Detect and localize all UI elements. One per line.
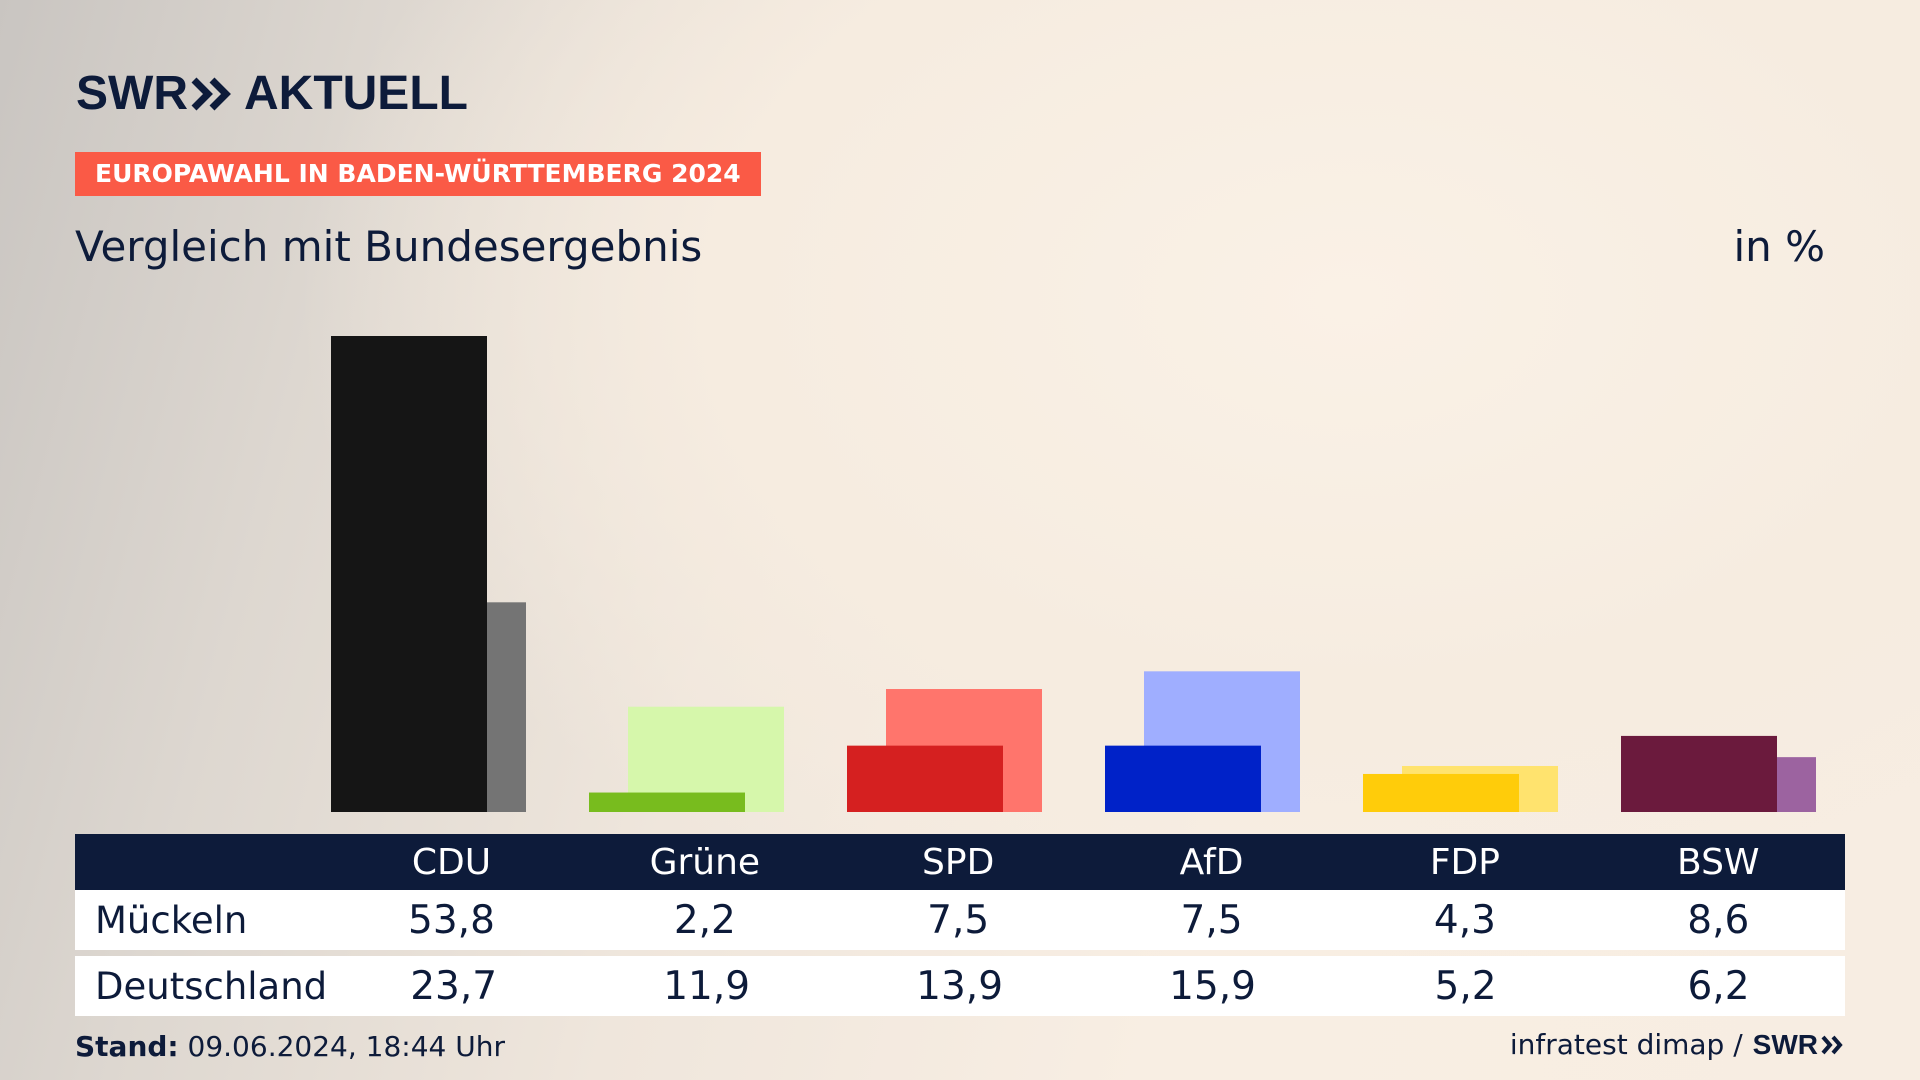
source-text: infratest dimap /: [1509, 1028, 1743, 1061]
value-cell: 15,9: [1169, 963, 1256, 1009]
party-header-spd: SPD: [922, 841, 995, 883]
row-label: Mückeln: [95, 898, 248, 942]
bar-chart: [331, 336, 1816, 812]
timestamp: Stand: 09.06.2024, 18:44 Uhr: [75, 1030, 505, 1063]
value-cell: 7,5: [1180, 897, 1243, 943]
bar-mueckeln-afd: [1105, 745, 1261, 812]
value-cell: 7,5: [927, 897, 990, 943]
logo-aktuell-text: AKTUELL: [243, 67, 468, 120]
results-table: CDU Grüne SPD AfD FDP BSW Mückeln 53,8 2,2 7,5 7…: [75, 834, 1845, 1016]
swr-small-logo: SWR: [1753, 1029, 1845, 1061]
table-row: Mückeln 53,8 2,2 7,5 7,5 4,3 8,6: [75, 890, 1845, 950]
swr-aktuell-logo: SWR AKTUELL: [76, 66, 468, 121]
value-cell: 23,7: [410, 963, 498, 1009]
party-header-afd: AfD: [1179, 841, 1244, 883]
value-cell: 4,3: [1433, 897, 1496, 943]
party-header-grüne: Grüne: [649, 841, 761, 883]
party-header-fdp: FDP: [1429, 841, 1500, 883]
table-row: Deutschland 23,7 11,9 13,9 15,9 5,2 6,2: [75, 956, 1845, 1016]
table-header: CDU Grüne SPD AfD FDP BSW: [75, 834, 1845, 890]
value-cell: 11,9: [663, 963, 751, 1009]
row-label: Deutschland: [95, 964, 328, 1008]
party-header-bsw: BSW: [1677, 841, 1760, 883]
bar-mueckeln-bsw: [1621, 735, 1777, 812]
chart-title: Vergleich mit Bundesergebnis: [75, 222, 703, 271]
bar-mueckeln-grüne: [589, 792, 745, 812]
bar-mueckeln-cdu: [331, 336, 487, 812]
bar-mueckeln-spd: [847, 745, 1003, 812]
value-cell: 2,2: [673, 897, 736, 943]
bar-mueckeln-fdp: [1363, 773, 1519, 812]
unit-label: in %: [1733, 222, 1825, 271]
election-badge: EUROPAWAHL IN BADEN-WÜRTTEMBERG 2024: [75, 152, 761, 196]
stand-value: 09.06.2024, 18:44 Uhr: [187, 1030, 505, 1063]
value-cell: 6,2: [1687, 963, 1750, 1009]
logo-swr-text: SWR: [76, 67, 188, 120]
double-chevron-icon: [191, 77, 231, 110]
stand-label: Stand:: [75, 1030, 179, 1063]
source-credit: infratest dimap / SWR: [1510, 1028, 1845, 1061]
value-cell: 13,9: [916, 963, 1004, 1009]
value-cell: 8,6: [1687, 897, 1750, 943]
swr-small-logo-text: SWR: [1752, 1028, 1818, 1060]
double-chevron-icon: [1821, 1035, 1843, 1054]
party-header-cdu: CDU: [411, 841, 492, 883]
value-cell: 5,2: [1434, 963, 1497, 1009]
value-cell: 53,8: [408, 897, 495, 943]
